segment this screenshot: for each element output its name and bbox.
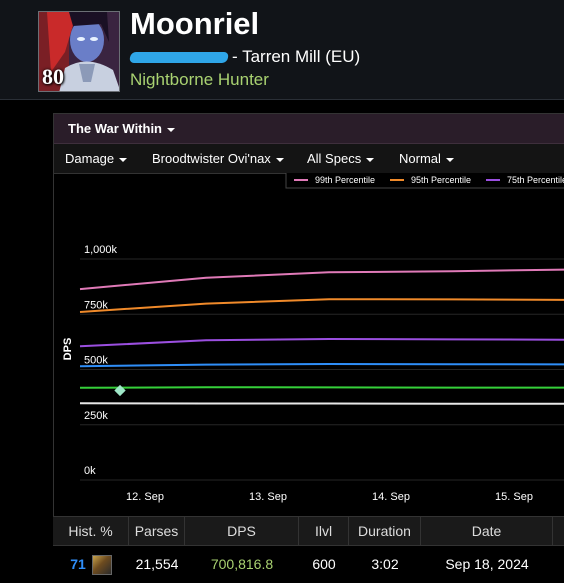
boss-dropdown[interactable]: Broodtwister Ovi'nax — [152, 151, 284, 166]
col-header-ilvl[interactable]: Ilvl — [299, 517, 349, 546]
col-header-dps[interactable]: DPS — [185, 517, 299, 546]
difficulty-label: Normal — [399, 151, 441, 166]
table-row[interactable]: 71 21,554 700,816.8 600 3:02 Sep 18, 202… — [53, 546, 564, 583]
hist-percent[interactable]: 71 — [70, 556, 86, 572]
col-header-hist[interactable]: Hist. % — [53, 517, 129, 546]
series-line — [79, 298, 564, 313]
character-avatar[interactable]: 80 — [38, 11, 120, 92]
chevron-down-icon — [119, 157, 128, 162]
filter-bar: Damage Broodtwister Ovi'nax All Specs No… — [54, 144, 564, 174]
chevron-down-icon — [275, 157, 284, 162]
col-header-parses[interactable]: Parses — [129, 517, 185, 546]
metric-label: Damage — [65, 151, 115, 166]
ilvl-cell: 600 — [312, 556, 336, 572]
chevron-down-icon — [366, 157, 375, 162]
legend-label: 75th Percentile — [507, 175, 564, 185]
realm-line: - Tarren Mill (EU) — [129, 45, 361, 69]
series-line — [79, 337, 564, 348]
redaction-mark — [129, 51, 229, 63]
expansion-dropdown[interactable]: The War Within — [68, 121, 176, 136]
parses-cell: 21,554 — [135, 556, 179, 572]
y-axis-label: DPS — [62, 338, 74, 361]
specs-label: All Specs — [307, 151, 362, 166]
hist-cell: 71 — [53, 546, 129, 583]
series-line — [79, 268, 564, 291]
series-line — [79, 386, 564, 389]
x-tick-label: 13. Sep — [249, 491, 287, 503]
col-header-date[interactable]: Date — [421, 517, 553, 546]
expansion-bar: The War Within — [54, 114, 564, 144]
date-cell[interactable]: Sep 18, 2024 — [445, 556, 529, 572]
specs-dropdown[interactable]: All Specs — [307, 151, 375, 166]
chevron-down-icon — [445, 157, 454, 162]
expansion-label: The War Within — [68, 121, 163, 136]
y-tick-label: 0k — [84, 465, 96, 477]
y-tick-label: 250k — [84, 410, 108, 422]
character-name: Moonriel — [130, 6, 260, 41]
x-tick-label: 15. Sep — [495, 491, 533, 503]
spec-class-label: Nightborne Hunter — [130, 70, 269, 89]
metric-dropdown[interactable]: Damage — [65, 151, 128, 166]
y-tick-label: 500k — [84, 355, 108, 367]
y-tick-label: 750k — [84, 299, 108, 311]
level-badge: 80 — [42, 64, 64, 89]
x-tick-label: 12. Sep — [126, 491, 164, 503]
series-line — [79, 402, 564, 405]
chevron-down-icon — [167, 127, 176, 132]
legend-label: 99th Percentile — [315, 175, 375, 185]
table-header: Hist. % Parses DPS Ilvl Duration Date — [53, 516, 564, 546]
boss-icon — [91, 555, 112, 576]
legend-box — [285, 173, 564, 189]
realm-text[interactable]: - Tarren Mill (EU) — [232, 47, 361, 66]
dps-chart: 0k 250k 500k 750k 1,000k DPS 12. Sep 13. Sep 14.… — [62, 173, 564, 503]
y-tick-label: 1,000k — [84, 244, 118, 256]
dps-cell: 700,816.8 — [210, 556, 274, 572]
duration-cell: 3:02 — [371, 556, 399, 572]
difficulty-dropdown[interactable]: Normal — [399, 151, 454, 166]
character-header: 80 Moonriel - Tarren Mill (EU) Nightborn… — [0, 0, 564, 100]
parse-point — [114, 384, 126, 397]
series-line — [79, 362, 564, 368]
col-header-duration[interactable]: Duration — [349, 517, 421, 546]
x-tick-label: 14. Sep — [372, 491, 410, 503]
rankings-panel: The War Within Damage Broodtwister Ovi'n… — [53, 113, 564, 583]
boss-label: Broodtwister Ovi'nax — [152, 151, 271, 166]
legend-label: 95th Percentile — [411, 175, 471, 185]
portrait-image — [39, 12, 119, 91]
